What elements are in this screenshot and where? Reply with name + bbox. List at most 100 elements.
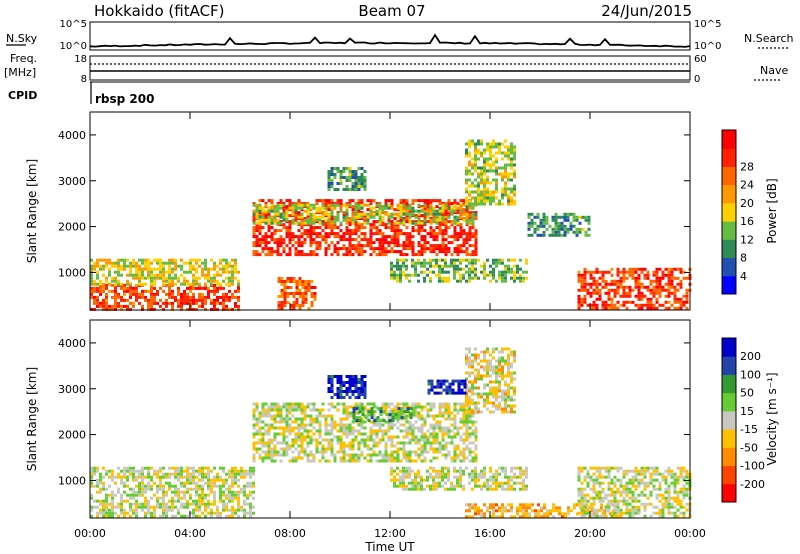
power-cell-r2 [267, 241, 271, 245]
power-cell-r2 [465, 253, 469, 257]
nsearch-label: N.Search [744, 32, 794, 45]
power-cell-r1 [96, 276, 99, 280]
velocity-cell-r1 [252, 459, 256, 463]
power-cell-r1 [186, 261, 189, 265]
velocity-cell-r6 [495, 509, 498, 513]
velocity-cell-r2 [376, 416, 380, 420]
velocity-cell-r1 [297, 450, 301, 454]
power-cell-r2 [435, 226, 439, 230]
power-cell-r3 [333, 218, 337, 222]
power-cell-r2 [339, 247, 343, 251]
power-cell-r9 [348, 170, 352, 173]
power-cell-r3 [306, 203, 310, 207]
power-cell-r9 [327, 185, 331, 188]
velocity-cell-r0 [174, 499, 177, 503]
power-cell-r3 [417, 221, 421, 225]
power-cell-r2 [468, 226, 472, 230]
velocity-cell-r1 [468, 414, 472, 418]
velocity-cell-r0 [189, 466, 192, 470]
velocity-cell-r1 [288, 408, 292, 412]
power-cell-r6 [438, 264, 441, 268]
velocity-cell-r1 [336, 435, 340, 439]
power-cell-r7 [652, 291, 656, 295]
velocity-cell-r1 [438, 420, 442, 424]
power-cell-r4 [477, 202, 480, 206]
power-cell-r6 [504, 276, 507, 280]
power-cell-r1 [153, 276, 156, 280]
power-cell-r6 [390, 267, 393, 271]
power-cell-r2 [414, 229, 418, 233]
velocity-cell-r0 [165, 511, 168, 515]
power-cell-r0 [180, 307, 183, 311]
freq-strip: Freq. [MHz] 18 8 60 0 Nave [4, 52, 788, 85]
power-cell-r7 [673, 300, 677, 304]
power-cell-r4 [507, 202, 510, 206]
velocity-cell-r1 [441, 438, 445, 442]
velocity-cell-r6 [468, 509, 471, 513]
velocity-cell-r2 [373, 410, 377, 414]
power-cell-r2 [462, 208, 466, 212]
power-cell-r2 [282, 208, 286, 212]
velocity-cell-r1 [366, 459, 370, 463]
velocity-cell-r1 [435, 426, 439, 430]
power-cell-r1 [114, 279, 117, 283]
velocity-cell-r3 [477, 395, 480, 399]
power-cell-r7 [682, 276, 686, 280]
power-cell-r1 [210, 282, 213, 286]
power-cell-r3 [357, 206, 361, 210]
power-cell-r3 [330, 221, 334, 225]
power-cell-r1 [102, 273, 105, 277]
velocity-cell-r1 [375, 444, 379, 448]
velocity-cell-r1 [387, 405, 391, 409]
power-cell-r2 [438, 199, 442, 203]
power-cell-r1 [99, 264, 102, 268]
power-cell-r1 [102, 264, 105, 268]
velocity-cell-r1 [348, 429, 352, 433]
velocity-cell-r1 [474, 432, 478, 436]
velocity-cell-r3 [483, 356, 486, 360]
power-colorbar-swatch [722, 239, 736, 259]
power-cell-r2 [360, 202, 364, 206]
power-cell-r3 [264, 209, 268, 213]
velocity-cell-r1 [378, 441, 382, 445]
power-cell-r3 [429, 209, 433, 213]
power-cell-r3 [369, 209, 373, 213]
power-ytick-label: 4000 [58, 129, 86, 142]
power-cell-r2 [387, 235, 391, 239]
velocity-cell-r0 [186, 499, 189, 503]
power-cell-r2 [375, 202, 379, 206]
power-cell-r9 [333, 173, 337, 176]
power-cell-r0 [129, 295, 132, 299]
velocity-cell-r6 [468, 503, 471, 507]
velocity-cell-r1 [423, 432, 427, 436]
power-cell-r1 [186, 282, 189, 286]
power-cell-r1 [150, 261, 153, 265]
velocity-cell-r0 [123, 469, 126, 473]
velocity-cell-r0 [183, 502, 186, 506]
power-cell-r2 [417, 244, 421, 248]
velocity-cell-r1 [393, 459, 397, 463]
power-cell-r1 [162, 264, 165, 268]
power-cell-r4 [495, 181, 498, 185]
velocity-cell-r1 [315, 444, 319, 448]
power-cell-r2 [429, 217, 433, 221]
power-cell-r9 [363, 182, 367, 185]
velocity-cell-r1 [285, 453, 289, 457]
velocity-cell-r1 [264, 414, 268, 418]
velocity-cell-r1 [345, 432, 349, 436]
power-cell-r0 [108, 307, 111, 311]
power-cell-r3 [315, 206, 319, 210]
power-cell-r4 [474, 163, 477, 167]
velocity-cell-r1 [294, 438, 298, 442]
power-cell-r2 [390, 235, 394, 239]
velocity-cell-r1 [264, 423, 268, 427]
power-cell-r2 [381, 241, 385, 245]
power-cell-r5 [557, 233, 561, 237]
velocity-cell-r1 [342, 450, 346, 454]
velocity-cell-r6 [552, 509, 555, 513]
power-cell-r4 [504, 145, 507, 149]
power-cell-r7 [658, 291, 662, 295]
power-cell-r5 [572, 224, 576, 228]
power-cell-r2 [405, 232, 409, 236]
power-cell-r7 [616, 270, 620, 274]
